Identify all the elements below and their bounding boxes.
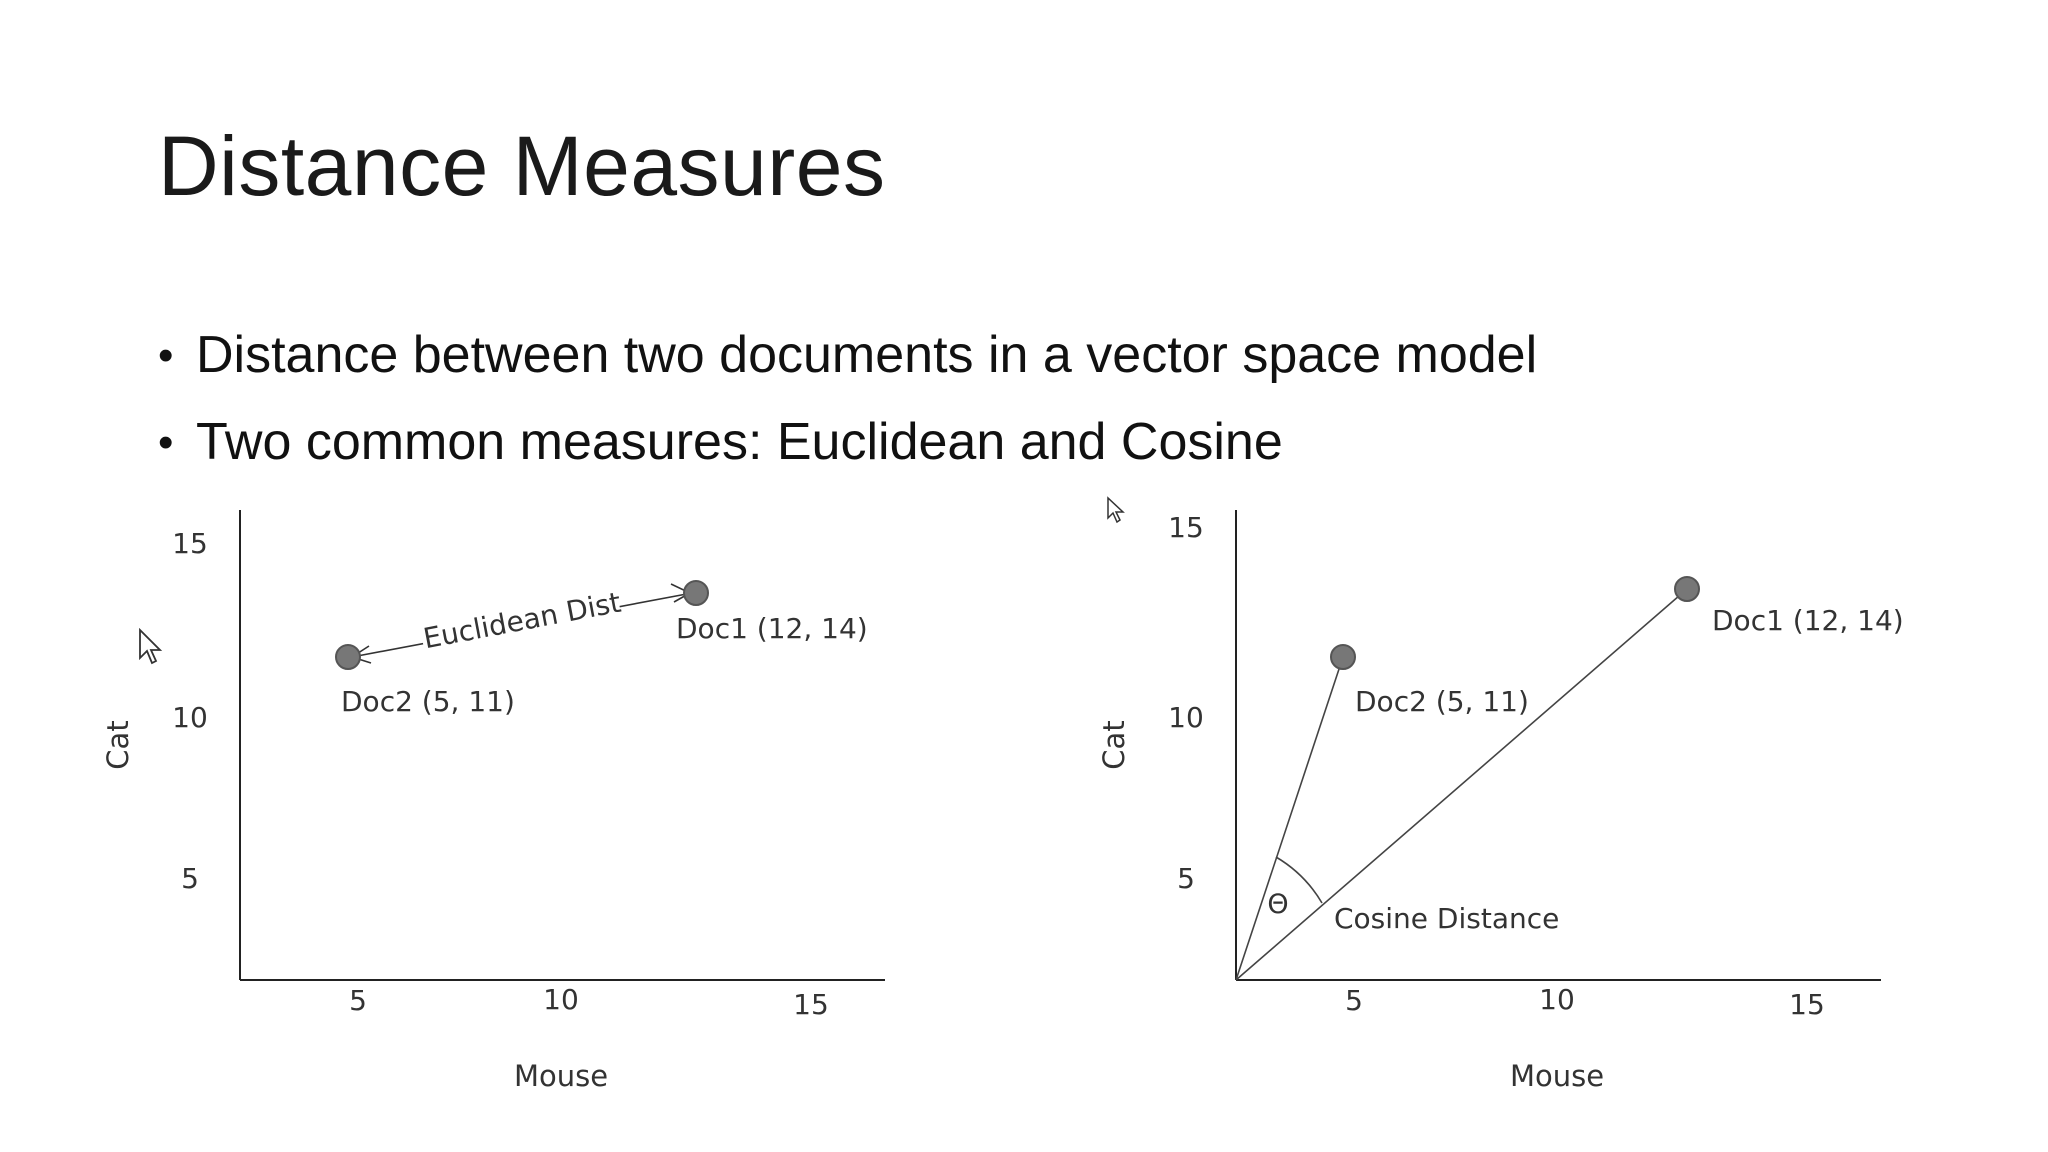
y-axis-label: Cat bbox=[101, 720, 135, 769]
doc2-vector bbox=[1235, 656, 1344, 981]
bullet-item: Distance between two documents in a vect… bbox=[158, 312, 1537, 399]
x-axis-label: Mouse bbox=[514, 1059, 608, 1093]
doc1-point bbox=[683, 580, 709, 606]
doc1-label: Doc1 (12, 14) bbox=[676, 612, 868, 645]
x-tick-label: 15 bbox=[793, 988, 829, 1021]
doc1-point bbox=[1674, 576, 1700, 602]
y-tick-label: 5 bbox=[181, 862, 199, 895]
doc2-label: Doc2 (5, 11) bbox=[1355, 685, 1529, 718]
cosine-distance-label: Cosine Distance bbox=[1334, 902, 1559, 935]
bullet-list: Distance between two documents in a vect… bbox=[158, 312, 1537, 486]
x-tick-label: 10 bbox=[543, 983, 579, 1016]
x-axis-label: Mouse bbox=[1510, 1059, 1604, 1093]
y-tick-label: 10 bbox=[172, 701, 208, 734]
theta-label: Θ bbox=[1267, 889, 1288, 920]
bullet-item: Two common measures: Euclidean and Cosin… bbox=[158, 399, 1537, 486]
y-axis-label: Cat bbox=[1097, 720, 1131, 769]
y-tick-label: 15 bbox=[1168, 511, 1204, 544]
doc1-vector bbox=[1235, 588, 1688, 981]
x-tick-label: 15 bbox=[1789, 988, 1825, 1021]
slide-title: Distance Measures bbox=[158, 119, 886, 213]
x-tick-label: 10 bbox=[1539, 983, 1575, 1016]
doc2-point bbox=[335, 644, 361, 670]
y-tick-label: 5 bbox=[1177, 862, 1195, 895]
x-tick-label: 5 bbox=[1345, 984, 1363, 1017]
y-tick-label: 10 bbox=[1168, 701, 1204, 734]
doc2-label: Doc2 (5, 11) bbox=[341, 685, 515, 718]
doc2-point bbox=[1330, 644, 1356, 670]
mouse-pointer-icon bbox=[139, 628, 163, 665]
angle-arc bbox=[1275, 856, 1323, 904]
x-tick-label: 5 bbox=[349, 984, 367, 1017]
mouse-pointer-icon bbox=[1107, 496, 1125, 524]
y-tick-label: 15 bbox=[172, 527, 208, 560]
doc1-label: Doc1 (12, 14) bbox=[1712, 604, 1904, 637]
